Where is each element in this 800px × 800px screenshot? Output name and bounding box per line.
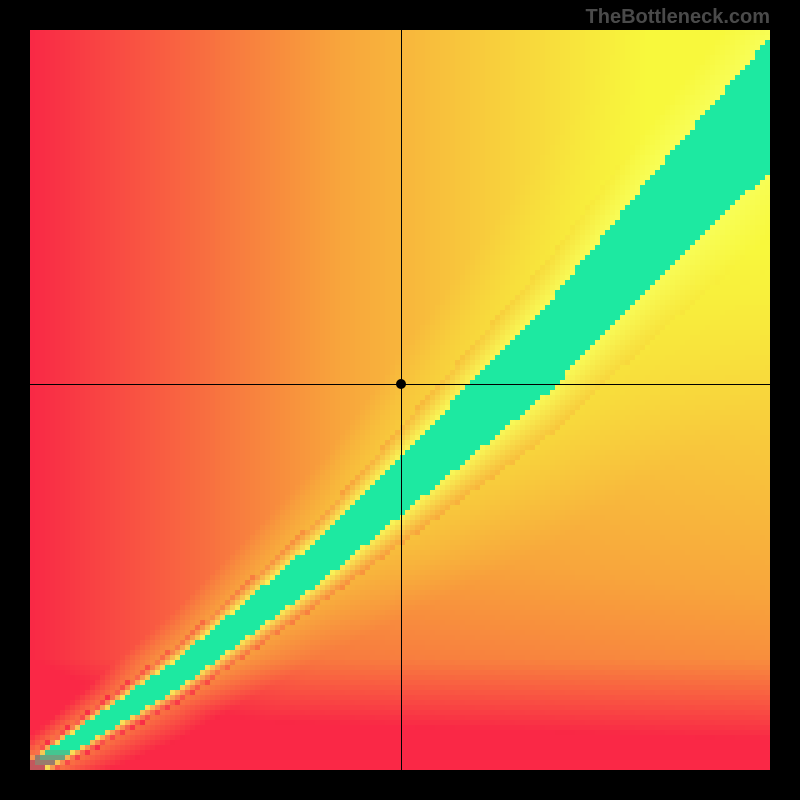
- marker-dot: [396, 379, 406, 389]
- heatmap-plot: [30, 30, 770, 770]
- watermark: TheBottleneck.com: [586, 6, 770, 29]
- crosshair-vertical: [401, 30, 402, 770]
